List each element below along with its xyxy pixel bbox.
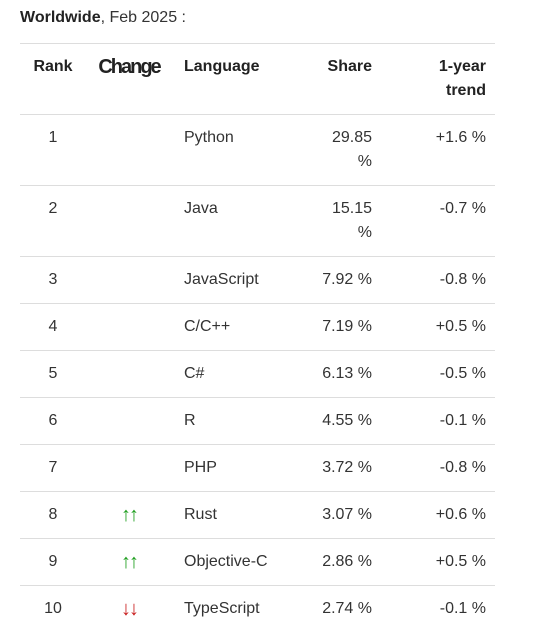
- column-header: Rank: [20, 44, 86, 115]
- trend-cell: +1.6 %: [384, 115, 495, 186]
- share-cell: 7.19 %: [300, 304, 384, 351]
- rank-cell: 1: [20, 115, 86, 186]
- trend-cell: -0.1 %: [384, 398, 495, 445]
- share-cell: 29.85 %: [300, 115, 384, 186]
- language-cell: R: [172, 398, 300, 445]
- rank-cell: 7: [20, 445, 86, 492]
- change-cell: [86, 115, 172, 186]
- change-cell: [86, 257, 172, 304]
- trend-cell: -0.1 %: [384, 586, 495, 632]
- change-cell: [86, 304, 172, 351]
- table-row: 5 C#6.13 %-0.5 %: [20, 351, 495, 398]
- trend-cell: -0.8 %: [384, 445, 495, 492]
- change-cell: [86, 186, 172, 257]
- share-cell: 6.13 %: [300, 351, 384, 398]
- change-cell: [86, 445, 172, 492]
- region: Worldwide: [20, 9, 101, 26]
- rank-cell: 4: [20, 304, 86, 351]
- title: Worldwide, Feb 2025 :: [20, 7, 186, 29]
- rank-cell: 10: [20, 586, 86, 632]
- change-cell: ↑↑: [86, 492, 172, 539]
- trend-cell: -0.8 %: [384, 257, 495, 304]
- change-cell: [86, 398, 172, 445]
- share-cell: 3.72 %: [300, 445, 384, 492]
- rank-cell: 9: [20, 539, 86, 586]
- change-cell: ↑↑: [86, 539, 172, 586]
- share-cell: 3.07 %: [300, 492, 384, 539]
- rank-cell: 5: [20, 351, 86, 398]
- language-cell: Objective-C: [172, 539, 300, 586]
- trend-cell: -0.5 %: [384, 351, 495, 398]
- language-cell: JavaScript: [172, 257, 300, 304]
- trend-cell: +0.6 %: [384, 492, 495, 539]
- share-cell: 7.92 %: [300, 257, 384, 304]
- language-cell: Python: [172, 115, 300, 186]
- trend-cell: +0.5 %: [384, 304, 495, 351]
- share-cell: 2.86 %: [300, 539, 384, 586]
- language-cell: Rust: [172, 492, 300, 539]
- rank-cell: 3: [20, 257, 86, 304]
- column-header: Share: [300, 44, 384, 115]
- rank-cell: 8: [20, 492, 86, 539]
- language-cell: PHP: [172, 445, 300, 492]
- language-cell: Java: [172, 186, 300, 257]
- column-header: Language: [172, 44, 300, 115]
- change-cell: [86, 351, 172, 398]
- share-cell: 2.74 %: [300, 586, 384, 632]
- column-header: 1-year trend: [384, 44, 495, 115]
- column-header: Change: [86, 44, 172, 115]
- rank-cell: 6: [20, 398, 86, 445]
- share-cell: 15.15 %: [300, 186, 384, 257]
- trend-cell: -0.7 %: [384, 186, 495, 257]
- trend-cell: +0.5 %: [384, 539, 495, 586]
- table-row: 4 C/C++7.19 %+0.5 %: [20, 304, 495, 351]
- language-cell: TypeScript: [172, 586, 300, 632]
- language-cell: C/C++: [172, 304, 300, 351]
- change-cell: ↓↓: [86, 586, 172, 632]
- share-cell: 4.55 %: [300, 398, 384, 445]
- language-cell: C#: [172, 351, 300, 398]
- rank-cell: 2: [20, 186, 86, 257]
- date: , Feb 2025 :: [101, 9, 186, 26]
